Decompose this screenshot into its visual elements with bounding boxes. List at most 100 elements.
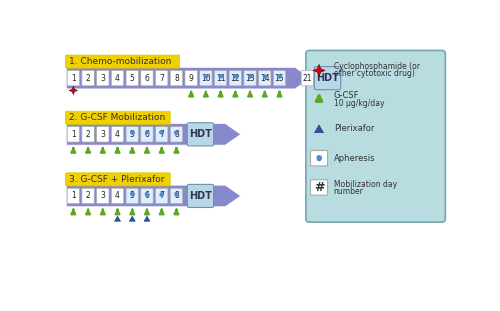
FancyBboxPatch shape: [310, 180, 328, 195]
Circle shape: [278, 75, 280, 77]
FancyBboxPatch shape: [67, 188, 80, 204]
Circle shape: [146, 193, 148, 195]
FancyBboxPatch shape: [170, 188, 182, 204]
Text: 1: 1: [71, 74, 76, 83]
Circle shape: [131, 131, 132, 133]
Text: 5: 5: [130, 192, 134, 201]
Circle shape: [250, 76, 251, 78]
FancyBboxPatch shape: [188, 184, 214, 207]
Circle shape: [220, 76, 221, 77]
Text: 7: 7: [160, 74, 164, 83]
FancyBboxPatch shape: [156, 188, 168, 204]
Circle shape: [235, 76, 236, 77]
Circle shape: [318, 157, 320, 160]
FancyBboxPatch shape: [126, 188, 138, 204]
Polygon shape: [314, 125, 324, 133]
FancyBboxPatch shape: [82, 188, 94, 204]
Circle shape: [147, 193, 149, 195]
Circle shape: [132, 131, 133, 133]
Circle shape: [221, 75, 222, 77]
Text: 8: 8: [174, 130, 179, 139]
Circle shape: [264, 76, 265, 77]
Circle shape: [176, 194, 178, 196]
FancyBboxPatch shape: [156, 70, 168, 86]
Circle shape: [278, 76, 280, 78]
Text: 7: 7: [160, 130, 164, 139]
FancyBboxPatch shape: [112, 127, 124, 142]
Text: 7: 7: [160, 192, 164, 201]
Circle shape: [318, 157, 320, 159]
Circle shape: [146, 132, 148, 133]
Text: 2. G-CSF Mobilization: 2. G-CSF Mobilization: [70, 113, 166, 122]
Circle shape: [264, 76, 266, 77]
Circle shape: [206, 75, 208, 77]
Circle shape: [132, 131, 134, 133]
Text: Mobilization day: Mobilization day: [334, 180, 397, 189]
Circle shape: [205, 76, 207, 78]
Circle shape: [220, 76, 221, 78]
Circle shape: [146, 193, 148, 194]
Circle shape: [264, 76, 266, 78]
FancyBboxPatch shape: [141, 188, 153, 204]
Circle shape: [162, 193, 163, 195]
Circle shape: [176, 132, 177, 134]
Text: other cytotoxic drug): other cytotoxic drug): [334, 69, 414, 78]
FancyBboxPatch shape: [244, 70, 256, 86]
Circle shape: [278, 75, 280, 77]
Circle shape: [204, 75, 206, 77]
Circle shape: [220, 76, 221, 77]
Circle shape: [147, 132, 149, 133]
Text: 3. G-CSF + Plerixafor: 3. G-CSF + Plerixafor: [70, 175, 165, 184]
Text: 8: 8: [174, 192, 179, 201]
Circle shape: [249, 77, 250, 78]
Circle shape: [132, 132, 133, 133]
Circle shape: [319, 156, 322, 159]
Circle shape: [234, 75, 236, 77]
Circle shape: [131, 193, 132, 195]
FancyBboxPatch shape: [188, 123, 214, 146]
Circle shape: [280, 76, 281, 78]
Circle shape: [161, 193, 163, 194]
FancyBboxPatch shape: [301, 70, 314, 86]
Circle shape: [160, 194, 162, 195]
FancyBboxPatch shape: [112, 70, 124, 86]
Circle shape: [204, 76, 206, 78]
Circle shape: [175, 193, 176, 195]
Circle shape: [147, 194, 148, 196]
Text: 4: 4: [115, 74, 120, 83]
FancyBboxPatch shape: [141, 127, 153, 142]
Circle shape: [162, 132, 163, 134]
Circle shape: [250, 76, 251, 78]
Circle shape: [132, 193, 134, 195]
Circle shape: [264, 75, 266, 77]
Circle shape: [176, 193, 178, 195]
Circle shape: [318, 157, 321, 160]
FancyBboxPatch shape: [141, 70, 153, 86]
Text: 12: 12: [230, 74, 240, 83]
Circle shape: [176, 194, 178, 196]
Circle shape: [146, 132, 148, 133]
Circle shape: [176, 132, 178, 133]
Circle shape: [175, 132, 177, 134]
Circle shape: [132, 193, 134, 195]
FancyBboxPatch shape: [96, 188, 109, 204]
Circle shape: [146, 132, 148, 133]
Circle shape: [278, 75, 280, 77]
Circle shape: [160, 194, 162, 196]
Circle shape: [250, 76, 252, 77]
FancyBboxPatch shape: [214, 70, 227, 86]
Text: 9: 9: [188, 74, 194, 83]
Circle shape: [130, 193, 132, 194]
Text: 3: 3: [100, 74, 105, 83]
FancyBboxPatch shape: [258, 70, 271, 86]
Circle shape: [264, 76, 266, 78]
Circle shape: [279, 76, 281, 77]
Polygon shape: [66, 123, 241, 145]
Circle shape: [318, 157, 320, 159]
Circle shape: [146, 194, 148, 196]
Circle shape: [146, 193, 147, 195]
Circle shape: [204, 76, 206, 77]
Circle shape: [162, 132, 163, 133]
Circle shape: [132, 194, 134, 196]
FancyBboxPatch shape: [67, 70, 80, 86]
